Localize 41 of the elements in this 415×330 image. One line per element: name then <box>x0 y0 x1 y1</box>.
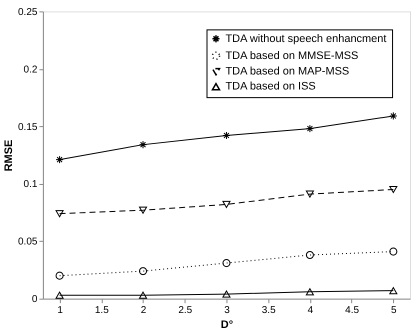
x-tick-label: 1.5 <box>94 305 110 316</box>
point <box>389 248 398 256</box>
point <box>222 290 230 298</box>
legend-label: TDA based on ISS <box>225 80 316 93</box>
legend-label: TDA based on MMSE-MSS <box>225 50 358 62</box>
x-tick-label: 2 <box>140 305 147 316</box>
point <box>56 272 64 280</box>
legend-label: TDA without speech enhancment <box>225 32 386 45</box>
legend-label: TDA based on MAP-MSS <box>225 66 350 78</box>
y-tick-label: 0.25 <box>18 6 38 18</box>
point <box>306 250 314 260</box>
y-tick-label: 0.05 <box>18 236 38 248</box>
point <box>306 190 314 198</box>
point <box>389 112 398 120</box>
x-tick-label: 1 <box>57 305 64 316</box>
point <box>222 200 230 208</box>
y-tick-label: 0.2 <box>24 64 38 76</box>
y-tick-label: 0.1 <box>24 179 38 190</box>
point <box>389 287 398 294</box>
x-tick-label: 4 <box>308 305 314 316</box>
x-tick-label: 3 <box>224 305 230 316</box>
point <box>306 124 314 133</box>
point <box>306 288 314 296</box>
y-tick-label: 0.15 <box>18 122 38 133</box>
point <box>389 186 398 194</box>
x-tick-label: 4.5 <box>345 305 360 316</box>
point <box>222 131 230 140</box>
point <box>222 259 230 268</box>
point <box>56 292 64 299</box>
point <box>138 292 148 299</box>
point <box>138 267 148 276</box>
y-axis-title: RMSE <box>3 140 16 172</box>
point <box>138 140 148 149</box>
x-axis-title: D° <box>220 319 234 330</box>
point <box>138 206 148 214</box>
point <box>56 156 64 164</box>
x-tick-label: 5 <box>391 305 398 316</box>
y-tick-label: 0 <box>32 294 38 306</box>
x-tick-label: 3.5 <box>262 305 276 316</box>
point <box>56 210 64 218</box>
x-tick-label: 2.5 <box>178 305 193 316</box>
